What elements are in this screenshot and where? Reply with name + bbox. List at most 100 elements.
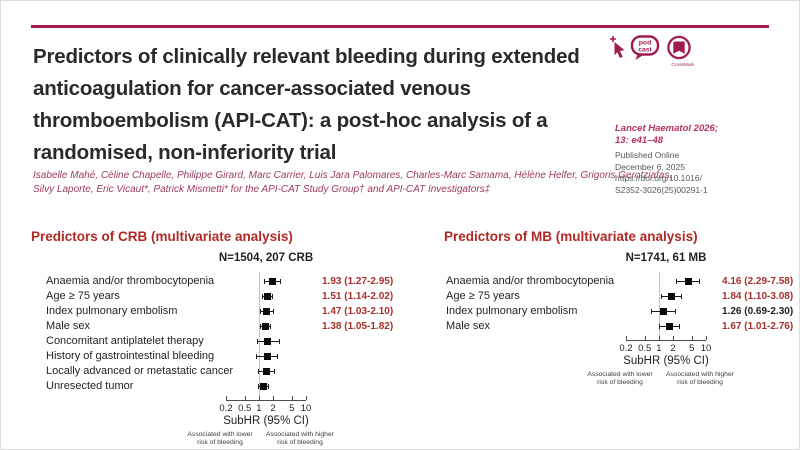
x-axis-line <box>626 340 706 341</box>
forest-row-plot <box>624 304 708 319</box>
x-tick-label: 1 <box>656 343 662 354</box>
x-axis-label: SubHR (95% CI) <box>223 415 309 427</box>
x-tick <box>626 336 627 340</box>
forest-row-plot <box>224 349 308 364</box>
x-axis-label: SubHR (95% CI) <box>623 355 709 367</box>
forest-plot-body-mb: Anaemia and/or thrombocytopenia 4.16 (2.2… <box>444 272 799 388</box>
point-estimate-marker <box>667 293 675 300</box>
crossmark-icon[interactable]: CrossMark <box>664 35 695 74</box>
podcast-icon[interactable]: pod cast <box>630 35 661 67</box>
x-axis: 0.2 0.5 1 2 5 10 SubHR (95% CI) Associated with… <box>587 336 734 388</box>
ci-cap-low <box>659 324 661 329</box>
ci-cap-high <box>678 324 680 329</box>
point-estimate-marker <box>684 278 692 285</box>
hr-value: 1.51 (1.14-2.02) <box>322 291 394 302</box>
forest-row-plot <box>224 289 308 304</box>
forest-row: Concomitant antiplatelet therapy <box>31 334 436 349</box>
x-tick-label: 0.5 <box>638 343 652 354</box>
x-tick-label: 1 <box>256 403 262 414</box>
x-tick-label: 2 <box>670 343 676 354</box>
ci-cap-high <box>277 354 279 359</box>
forest-plot-crb: Predictors of CRB (multivariate analysis… <box>31 229 436 448</box>
ci-cap-high <box>674 309 676 314</box>
ci-cap-high <box>699 279 701 284</box>
forest-row-plot <box>624 274 708 289</box>
published-online-label: Published Online <box>615 150 680 160</box>
journal-reference: 13: e41–48 <box>615 135 664 146</box>
svg-text:cast: cast <box>638 47 652 54</box>
x-tick <box>291 396 293 400</box>
forest-row-plot <box>224 274 308 289</box>
forest-row-plot <box>624 319 708 334</box>
forest-row: Male sex 1.67 (1.01-2.76) <box>444 319 799 334</box>
x-tick-label: 10 <box>300 403 312 414</box>
x-tick <box>273 396 275 400</box>
chart-subtitle-mb: N=1741, 61 MB <box>625 252 707 264</box>
hr-value: 1.26 (0.69-2.30) <box>722 306 794 317</box>
badge-icons: pod cast CrossMark <box>609 35 695 74</box>
forest-plot-mb: Predictors of MB (multivariate analysis)… <box>444 229 799 388</box>
point-estimate-marker <box>263 368 270 375</box>
ci-cap-low <box>257 369 259 374</box>
hr-value: 1.67 (1.01-2.76) <box>722 321 794 332</box>
forest-row-plot <box>224 304 308 319</box>
interactive-cursor-icon <box>609 35 627 66</box>
annotation-lower-risk: Associated with lower risk of bleeding <box>587 371 653 386</box>
hr-value: 1.93 (1.27-2.95) <box>322 276 394 287</box>
point-estimate-marker <box>665 323 673 330</box>
ci-cap-high <box>273 309 275 314</box>
svg-text:CrossMark: CrossMark <box>671 62 694 68</box>
forest-row-plot <box>224 379 308 394</box>
published-date: December 6, 2025 <box>615 161 685 172</box>
predictor-label: Age ≥ 75 years <box>446 290 520 302</box>
ci-cap-low <box>255 354 257 359</box>
hr-value: 1.47 (1.03-2.10) <box>322 306 394 317</box>
doi-link[interactable]: S2352-3026(25)00291-1 <box>615 184 708 195</box>
forest-row-plot <box>224 364 308 379</box>
point-estimate-marker <box>263 353 271 360</box>
x-tick <box>244 396 246 400</box>
predictor-label: Age ≥ 75 years <box>46 290 120 302</box>
ci-cap-low <box>259 309 261 314</box>
annotation-lower-risk: Associated with lower risk of bleeding <box>187 431 253 446</box>
predictor-label: Anaemia and/or thrombocytopenia <box>46 275 215 287</box>
x-tick-label: 0.5 <box>238 403 252 414</box>
predictor-label: Concomitant antiplatelet therapy <box>46 335 204 347</box>
forest-row: History of gastrointestinal bleeding <box>31 349 436 364</box>
point-estimate-marker <box>261 323 269 330</box>
x-tick-label: 5 <box>289 403 295 414</box>
ci-cap-low <box>675 279 677 284</box>
ci-cap-high <box>267 384 269 389</box>
x-tick <box>226 396 227 400</box>
doi-link[interactable]: https://doi.org/10.1016/ <box>615 173 702 183</box>
x-tick <box>691 336 693 340</box>
x-tick-label: 5 <box>689 343 695 354</box>
annotation-higher-risk: Associated with higher risk of bleeding <box>665 371 734 386</box>
point-estimate-marker <box>259 383 267 390</box>
ci-cap-low <box>256 339 258 344</box>
chart-subtitle-crb: N=1504, 207 CRB <box>218 252 314 264</box>
predictor-label: Index pulmonary embolism <box>446 305 578 317</box>
title-block: Predictors of clinically relevant bleedi… <box>33 41 580 169</box>
x-tick-label: 0.2 <box>619 343 633 354</box>
forest-row: Unresected tumor <box>31 379 436 394</box>
forest-row: Locally advanced or metastatic cancer <box>31 364 436 379</box>
page-title: randomised, non-inferiority trial <box>33 141 337 164</box>
forest-row-plot <box>224 334 308 349</box>
forest-row: Index pulmonary embolism 1.26 (0.69-2.30) <box>444 304 799 319</box>
forest-rows: Anaemia and/or thrombocytopenia 4.16 (2.2… <box>444 274 799 334</box>
x-tick <box>673 336 675 340</box>
forest-row: Age ≥ 75 years 1.84 (1.10-3.08) <box>444 289 799 304</box>
ci-cap-high <box>270 324 272 329</box>
masthead-rule <box>31 25 769 28</box>
predictor-label: Anaemia and/or thrombocytopenia <box>446 275 615 287</box>
forest-row: Index pulmonary embolism 1.47 (1.03-2.10) <box>31 304 436 319</box>
ci-cap-low <box>660 294 662 299</box>
page-title: thromboembolism (API-CAT): a post-hoc an… <box>33 109 548 132</box>
x-tick-label: 2 <box>270 403 276 414</box>
x-tick-label: 10 <box>700 343 712 354</box>
forest-rows: Anaemia and/or thrombocytopenia 1.93 (1.2… <box>31 274 436 394</box>
ci-cap-low <box>261 294 263 299</box>
x-tick <box>644 336 646 340</box>
x-axis-line <box>226 400 306 401</box>
